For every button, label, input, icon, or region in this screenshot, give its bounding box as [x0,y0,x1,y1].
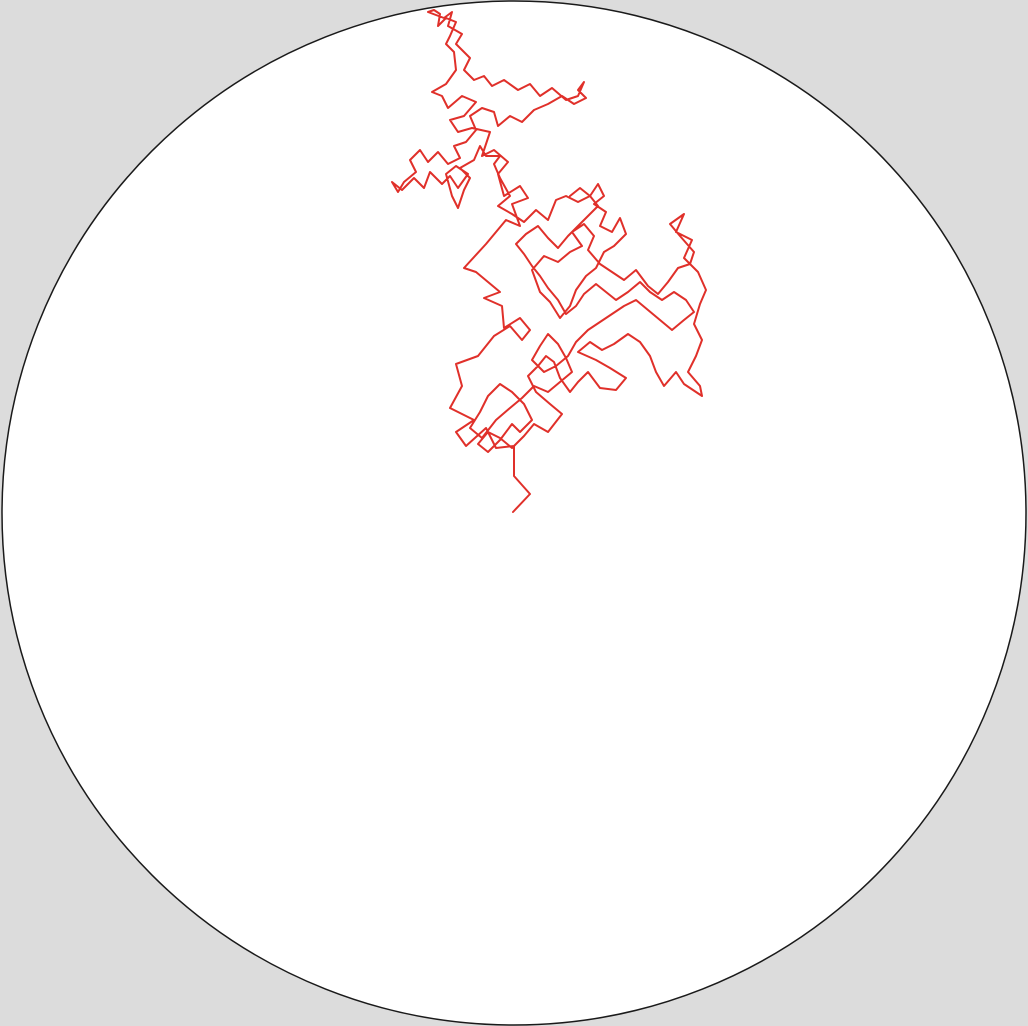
random-walk-path [391,9,707,513]
